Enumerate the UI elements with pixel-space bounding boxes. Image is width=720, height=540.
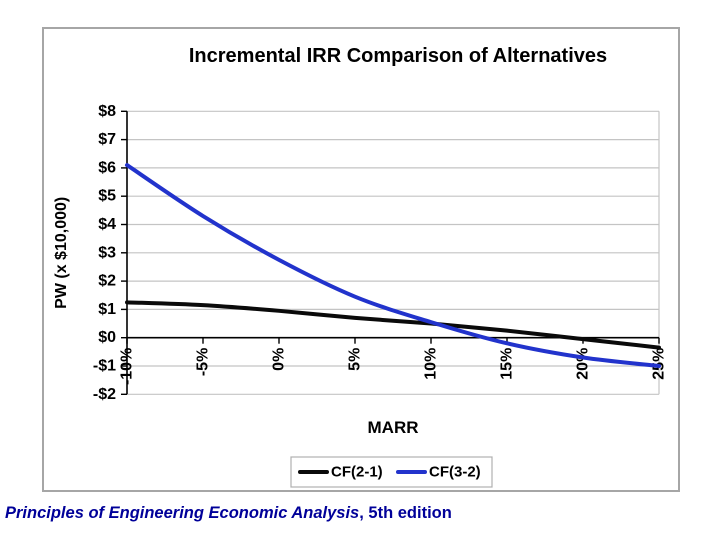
irr-chart: $8 $7 $6 $5 $4 $3 $2 $1 $0 -$1 -$2 -10% -5% 0% 5% 10% 15…: [42, 27, 680, 492]
y-tick-label: $5: [98, 188, 116, 205]
legend-label: CF(2-1): [331, 464, 383, 481]
chart-canvas: $8 $7 $6 $5 $4 $3 $2 $1 $0 -$1 -$2-10% -5% 0% 5% 10% 15…: [53, 45, 668, 488]
x-tick-label: -10%: [119, 348, 136, 385]
caption-edition: , 5th edition: [359, 504, 452, 522]
y-tick-label: $6: [98, 159, 116, 176]
y-tick-label: $8: [98, 103, 116, 120]
y-tick-label: $1: [98, 301, 116, 318]
x-tick-label: 15%: [499, 348, 516, 380]
y-tick-label: $2: [98, 273, 116, 290]
chart-title: Incremental IRR Comparison of Alternativ…: [189, 45, 607, 67]
x-tick-label: 10%: [423, 348, 440, 380]
y-tick-label: -$1: [93, 358, 116, 375]
y-tick-label: $7: [98, 131, 116, 148]
y-tick-label: $4: [98, 216, 116, 233]
y-tick-label: $0: [98, 329, 116, 346]
x-axis-title: MARR: [368, 418, 419, 437]
series-line-CF2-1: [125, 300, 661, 350]
caption-book-title: Principles of Engineering Economic Analy…: [5, 504, 360, 522]
x-tick-label: 5%: [347, 348, 364, 371]
x-tick-label: -5%: [195, 348, 212, 376]
x-tick-label: 0%: [271, 348, 288, 371]
footer-caption: Principles of Engineering Economic Analy…: [5, 504, 705, 523]
x-tick-label: 25%: [651, 348, 668, 380]
x-tick-label: 20%: [575, 348, 592, 380]
series-line-CF3-2: [125, 163, 661, 368]
legend-label: CF(3-2): [429, 464, 481, 481]
y-tick-label: -$2: [93, 386, 116, 403]
y-tick-label: $3: [98, 244, 116, 261]
y-axis-title: PW (x $10,000): [53, 197, 70, 309]
